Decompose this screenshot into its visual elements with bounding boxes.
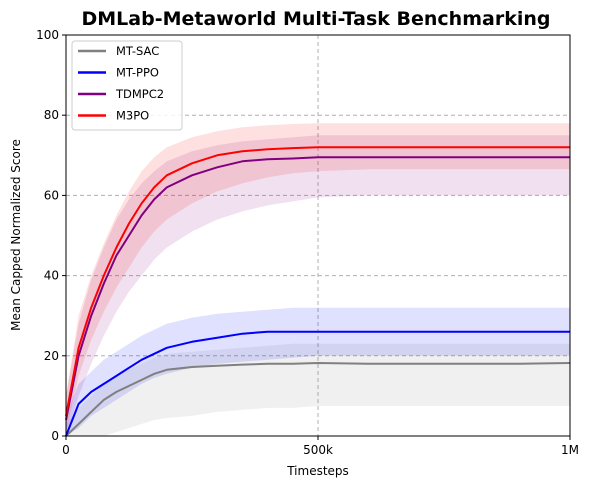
- y-tick-label-2: 40: [44, 269, 59, 283]
- x-tick-label-0: 0: [62, 443, 70, 457]
- band-tdmpc2: [66, 135, 570, 437]
- y-axis-label: Mean Capped Normalized Score: [9, 139, 23, 331]
- x-tick-label-1: 500k: [303, 443, 333, 457]
- legend-label-m3po: M3PO: [116, 109, 149, 123]
- x-axis-label: Timesteps: [286, 464, 349, 478]
- chart-title: DMLab-Metaworld Multi-Task Benchmarking: [82, 8, 551, 30]
- confidence-bands: [66, 123, 570, 437]
- legend-box: [71, 40, 183, 131]
- series-line-tdmpc2: [65, 156, 570, 421]
- series-line-mt-ppo: [65, 330, 570, 437]
- series-line-mt-sac: [65, 362, 571, 437]
- y-axis: 0 20 40 60 80 100: [36, 28, 66, 443]
- band-mt-ppo: [66, 307, 570, 436]
- series-line-m3po: [65, 146, 570, 417]
- x-axis: 0 500k 1M: [62, 436, 579, 457]
- legend: MT-SAC MT-PPO TDMPC2 M3PO: [71, 40, 183, 131]
- y-tick-label-1: 20: [44, 349, 59, 363]
- legend-label-mt-sac: MT-SAC: [116, 44, 159, 58]
- band-m3po: [66, 123, 570, 432]
- y-tick-label-5: 100: [36, 28, 59, 42]
- y-tick-label-4: 80: [44, 108, 59, 122]
- y-tick-label-0: 0: [51, 429, 59, 443]
- x-tick-label-2: 1M: [561, 443, 579, 457]
- legend-label-mt-ppo: MT-PPO: [116, 66, 159, 80]
- series-lines: [65, 146, 571, 437]
- y-tick-label-3: 60: [44, 188, 59, 202]
- legend-label-tdmpc2: TDMPC2: [115, 87, 164, 101]
